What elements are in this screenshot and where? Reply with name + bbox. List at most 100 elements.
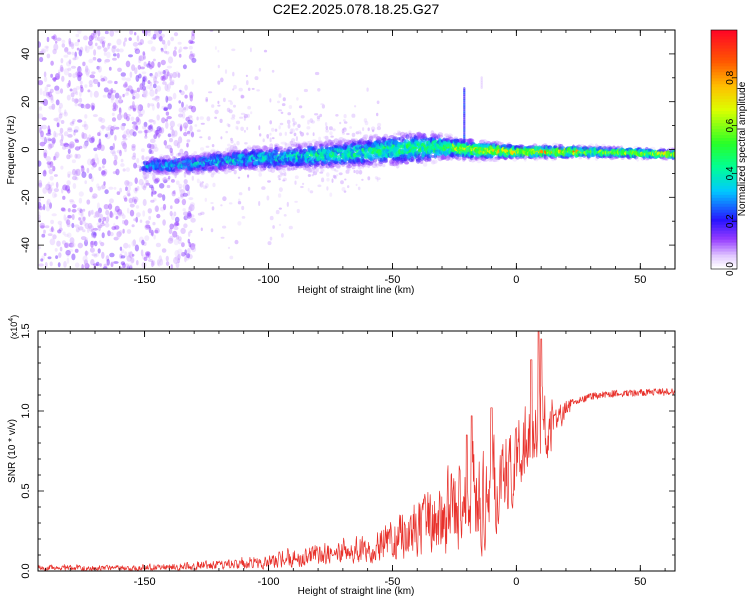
spectrogram-cell-3559 bbox=[472, 157, 477, 163]
spectrogram-cell-1238 bbox=[217, 171, 221, 174]
spectrogram-cell-580 bbox=[93, 211, 98, 216]
spectrogram-cell-35 bbox=[150, 61, 155, 69]
spectrogram-cell-370 bbox=[96, 157, 100, 165]
spectrogram-cell-1340 bbox=[335, 114, 339, 117]
spectrogram-cell-967 bbox=[138, 113, 143, 117]
spectrogram-y-tick-label: -40 bbox=[20, 237, 32, 253]
spectrogram-cell-961 bbox=[83, 259, 88, 266]
spectrogram-cell-61 bbox=[165, 255, 169, 262]
spectrogram-cell-467 bbox=[166, 177, 170, 181]
spectrogram-cell-330 bbox=[122, 134, 127, 139]
spectrogram-cell-1139 bbox=[317, 184, 322, 188]
spectrogram-cell-1881 bbox=[200, 151, 207, 156]
colorbar-step bbox=[711, 89, 737, 94]
spectrogram-cell-702 bbox=[115, 168, 120, 176]
spectrogram-cell-279 bbox=[78, 210, 84, 216]
spectrogram-cell-276 bbox=[74, 41, 80, 47]
spectrogram-cell-270 bbox=[112, 124, 117, 131]
spectrogram-cell-1367 bbox=[222, 196, 227, 202]
spectrogram-cell-964 bbox=[48, 128, 52, 135]
spectrogram-cell-3720 bbox=[496, 141, 502, 147]
spectrogram-cell-38 bbox=[152, 97, 157, 101]
spectrogram-cell-1348 bbox=[275, 209, 280, 215]
spectrogram-cell-1212 bbox=[321, 177, 325, 183]
spectrogram-cell-172 bbox=[97, 30, 101, 37]
spectrogram-cell-1232 bbox=[269, 132, 272, 136]
spectrogram-cell-2382 bbox=[282, 168, 286, 173]
spectrogram-cell-3198 bbox=[412, 146, 418, 150]
spectrogram-cell-1441 bbox=[284, 172, 287, 177]
colorbar-step bbox=[711, 80, 737, 85]
spectrogram-cell-260 bbox=[74, 224, 80, 228]
spectrogram-cell-352 bbox=[176, 223, 180, 226]
spectrogram-cell-518 bbox=[42, 90, 48, 97]
spectrogram-cell-368 bbox=[45, 46, 49, 52]
spectrogram-cell-233 bbox=[146, 30, 151, 34]
spectrogram-cell-114 bbox=[149, 85, 154, 92]
spectrogram-cell-1031 bbox=[98, 138, 102, 146]
spectrogram-cell-1192 bbox=[376, 112, 379, 117]
spectrogram-cell-179 bbox=[118, 99, 124, 104]
colorbar-tick-label: 0.2 bbox=[725, 214, 736, 228]
spectrogram-cell-1383 bbox=[246, 126, 249, 131]
spectrogram-cell-577 bbox=[64, 46, 69, 52]
spectrogram-cell-3181 bbox=[410, 156, 415, 163]
spectrogram-cell-753 bbox=[118, 230, 123, 236]
spectrogram-cell-310 bbox=[84, 84, 88, 88]
spectrogram-cell-962 bbox=[71, 242, 76, 248]
spectrogram-cell-195 bbox=[143, 90, 149, 97]
spectrogram-cell-156 bbox=[85, 250, 88, 257]
spectrogram-cell-115 bbox=[54, 85, 60, 91]
spectrogram-cell-1646 bbox=[162, 171, 169, 176]
spectrogram-cell-139 bbox=[172, 50, 177, 57]
spectrogram-cell-553 bbox=[129, 105, 134, 109]
spectrogram-cell-608 bbox=[153, 134, 158, 140]
spectrogram-cell-489 bbox=[76, 47, 80, 51]
spectrogram-cell-64 bbox=[187, 238, 190, 244]
spectrogram-cell-918 bbox=[38, 214, 41, 219]
spectrogram-cell-420 bbox=[70, 92, 75, 98]
spectrogram-cell-867 bbox=[134, 92, 140, 99]
spectrogram-cell-1062 bbox=[62, 184, 68, 191]
spectrogram-cell-65 bbox=[175, 261, 180, 269]
spectrogram-cell-533 bbox=[113, 236, 119, 241]
spectrogram-cell-450 bbox=[145, 182, 151, 186]
spectrogram-cell-741 bbox=[123, 112, 128, 120]
spectrogram-cell-926 bbox=[133, 198, 137, 205]
spectrogram-cell-571 bbox=[134, 177, 138, 184]
spectrogram-cell-116 bbox=[178, 53, 182, 58]
spectrogram-cell-1072 bbox=[89, 186, 93, 193]
spectrogram-cell-269 bbox=[170, 36, 175, 42]
spectrogram-cell-2579 bbox=[314, 142, 318, 149]
spectrogram-cell-744 bbox=[167, 56, 174, 64]
colorbar-step bbox=[711, 173, 737, 177]
spectrogram-cell-706 bbox=[48, 95, 52, 100]
spectrogram-cell-2491 bbox=[298, 142, 305, 147]
spectrogram-cell-736 bbox=[113, 159, 118, 166]
spectrogram-cell-22 bbox=[101, 184, 106, 190]
spectrogram-cell-1570 bbox=[150, 170, 154, 177]
spectrogram-cell-247 bbox=[74, 51, 77, 58]
spectrogram-cell-1195 bbox=[259, 133, 262, 137]
spectrogram-cell-264 bbox=[118, 212, 124, 217]
spectrogram-cell-475 bbox=[174, 255, 179, 261]
spectrogram-cell-611 bbox=[48, 184, 52, 188]
spectrogram-cell-1858 bbox=[196, 167, 202, 172]
spectrogram-cell-974 bbox=[111, 226, 117, 231]
spectrogram-cell-302 bbox=[79, 208, 83, 214]
spectrogram-cell-637 bbox=[109, 252, 115, 258]
spectrogram-cell-147 bbox=[154, 191, 157, 194]
spectrogram-cell-1103 bbox=[228, 99, 232, 103]
spectrogram-cell-443 bbox=[109, 212, 114, 218]
spectrogram-cell-1500 bbox=[237, 221, 242, 226]
spectrogram-cell-324 bbox=[103, 204, 109, 210]
spectrogram-cell-152 bbox=[124, 263, 130, 269]
spectrogram-cell-527 bbox=[116, 231, 122, 238]
spectrogram-cell-66 bbox=[145, 220, 150, 224]
spectrogram-cell-1325 bbox=[220, 136, 223, 140]
spectrogram-cell-170 bbox=[113, 209, 118, 216]
spectrogram-cell-1123 bbox=[267, 180, 271, 183]
spectrogram-cell-304 bbox=[67, 214, 71, 219]
spectrogram-cell-963 bbox=[177, 72, 181, 79]
spectrogram-cell-470 bbox=[147, 259, 154, 262]
